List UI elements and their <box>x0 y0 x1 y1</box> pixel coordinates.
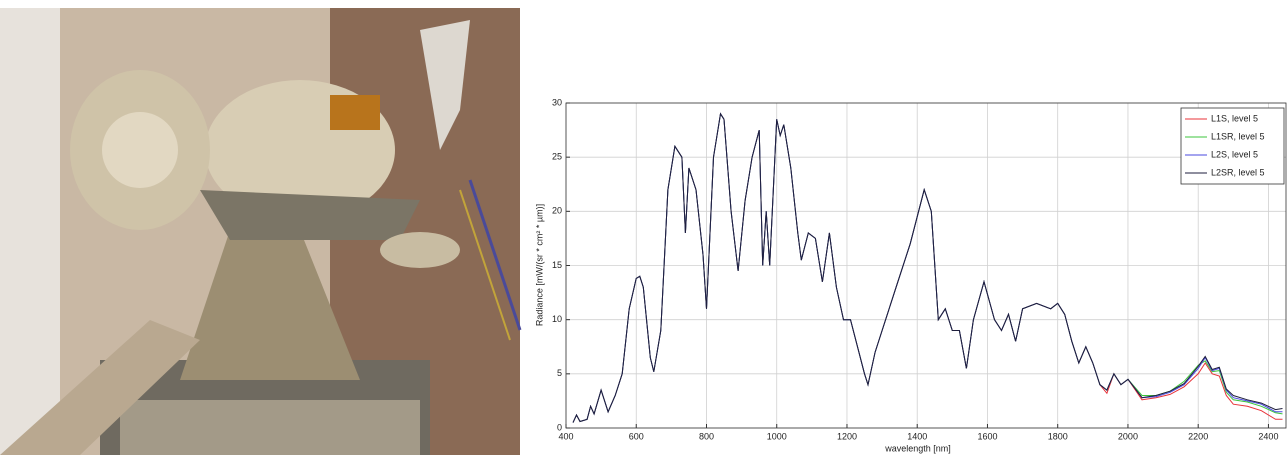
y-tick-label: 15 <box>552 260 562 270</box>
x-tick-label: 600 <box>629 431 644 441</box>
y-tick-label: 30 <box>552 97 562 107</box>
x-tick-label: 1200 <box>837 431 857 441</box>
y-tick-label: 0 <box>557 422 562 432</box>
series-line <box>572 112 1283 423</box>
photo <box>0 8 522 455</box>
y-tick-label: 20 <box>552 206 562 216</box>
x-tick-label: 800 <box>699 431 714 441</box>
legend-label: L2SR, level 5 <box>1211 167 1265 177</box>
legend-label: L1S, level 5 <box>1211 113 1258 123</box>
x-tick-label: 2000 <box>1118 431 1138 441</box>
y-axis-title: Radiance [mW/(sr * cm² * µm)] <box>534 204 544 326</box>
y-tick-label: 25 <box>552 152 562 162</box>
x-tick-label: 1600 <box>977 431 997 441</box>
y-tick-label: 5 <box>557 368 562 378</box>
x-tick-label: 1800 <box>1048 431 1068 441</box>
x-tick-label: 2400 <box>1258 431 1278 441</box>
legend-label: L2S, level 5 <box>1211 149 1258 159</box>
legend-box <box>1180 107 1285 185</box>
plot-lines <box>572 112 1283 423</box>
x-tick-label: 1400 <box>907 431 927 441</box>
x-tick-label: 1000 <box>767 431 787 441</box>
x-tick-label: 2200 <box>1188 431 1208 441</box>
legend-label: L1SR, level 5 <box>1211 131 1265 141</box>
x-tick-label: 400 <box>558 431 573 441</box>
y-tick-label: 10 <box>552 314 562 324</box>
x-axis-title: wavelength [nm] <box>884 443 951 453</box>
plot-frame <box>565 102 1287 429</box>
